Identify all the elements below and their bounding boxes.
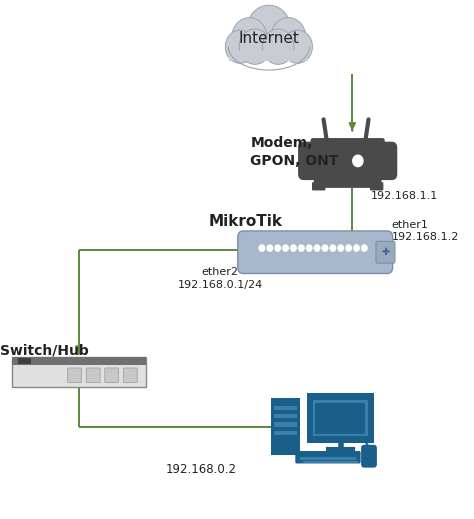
Text: 192.168.1.1: 192.168.1.1 <box>371 191 438 201</box>
FancyBboxPatch shape <box>315 403 365 434</box>
FancyBboxPatch shape <box>301 457 356 460</box>
FancyBboxPatch shape <box>295 451 361 463</box>
FancyBboxPatch shape <box>229 51 308 61</box>
Circle shape <box>239 29 271 64</box>
Circle shape <box>291 245 296 251</box>
Circle shape <box>314 245 320 251</box>
FancyBboxPatch shape <box>298 142 397 180</box>
FancyBboxPatch shape <box>238 231 392 274</box>
Text: ether1
192.168.1.2: ether1 192.168.1.2 <box>392 220 459 242</box>
FancyBboxPatch shape <box>312 182 326 190</box>
FancyBboxPatch shape <box>86 368 100 383</box>
FancyBboxPatch shape <box>18 358 31 364</box>
FancyBboxPatch shape <box>274 406 297 410</box>
FancyBboxPatch shape <box>11 357 146 365</box>
FancyBboxPatch shape <box>274 422 297 427</box>
Circle shape <box>267 245 273 251</box>
FancyBboxPatch shape <box>307 393 374 443</box>
FancyBboxPatch shape <box>313 400 368 436</box>
Text: Switch/Hub: Switch/Hub <box>0 344 89 357</box>
Circle shape <box>275 245 281 251</box>
Circle shape <box>271 18 306 57</box>
FancyBboxPatch shape <box>376 241 395 263</box>
Circle shape <box>338 245 344 251</box>
Text: ether2
192.168.0.1/24: ether2 192.168.0.1/24 <box>178 267 263 290</box>
Circle shape <box>322 245 328 251</box>
FancyBboxPatch shape <box>370 182 383 190</box>
Circle shape <box>330 245 336 251</box>
Circle shape <box>283 30 312 63</box>
Circle shape <box>259 245 264 251</box>
FancyBboxPatch shape <box>68 368 82 383</box>
FancyBboxPatch shape <box>274 414 297 418</box>
FancyBboxPatch shape <box>271 398 300 455</box>
FancyBboxPatch shape <box>105 368 118 383</box>
Circle shape <box>346 245 351 251</box>
Text: MikroTik: MikroTik <box>209 214 283 229</box>
Circle shape <box>353 155 363 167</box>
Circle shape <box>246 5 291 55</box>
Circle shape <box>283 245 288 251</box>
Circle shape <box>362 245 367 251</box>
FancyBboxPatch shape <box>11 357 146 387</box>
Circle shape <box>263 29 294 64</box>
Circle shape <box>232 18 267 57</box>
FancyBboxPatch shape <box>274 431 297 435</box>
Text: ✚: ✚ <box>382 247 390 257</box>
FancyBboxPatch shape <box>310 138 385 152</box>
FancyBboxPatch shape <box>314 169 382 188</box>
FancyBboxPatch shape <box>361 445 377 468</box>
Circle shape <box>354 245 359 251</box>
Circle shape <box>225 30 255 63</box>
Circle shape <box>299 245 304 251</box>
FancyBboxPatch shape <box>123 368 137 383</box>
FancyBboxPatch shape <box>303 461 358 463</box>
Text: Modem,
GPON, ONT: Modem, GPON, ONT <box>250 136 339 168</box>
Circle shape <box>306 245 312 251</box>
Text: 192.168.0.2: 192.168.0.2 <box>166 463 237 476</box>
FancyBboxPatch shape <box>229 42 308 61</box>
Text: Internet: Internet <box>238 32 299 46</box>
